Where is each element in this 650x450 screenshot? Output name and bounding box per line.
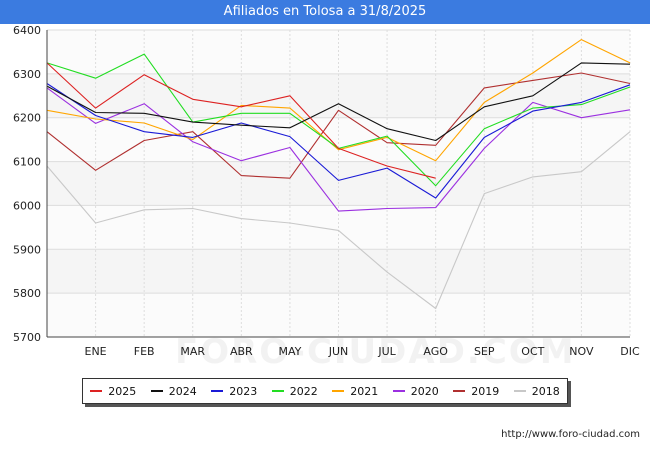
x-tick-label: ABR [230, 345, 253, 358]
legend: 2025 2024 2023 2022 2021 2020 2019 2018 [82, 378, 568, 404]
y-tick-label: 6100 [13, 156, 41, 169]
legend-label: 2022 [289, 384, 318, 398]
y-tick-label: 5900 [13, 243, 41, 256]
legend-swatch [392, 390, 405, 392]
legend-swatch [453, 390, 466, 392]
series-line-2020 [46, 87, 631, 212]
x-tick-label: NOV [569, 345, 594, 358]
y-tick-label: 6000 [13, 199, 41, 212]
axes: 5700 5800 5900 6000 6100 6200 6300 6400 ENE FEB MA… [13, 24, 640, 358]
x-tick-label: SEP [474, 345, 495, 358]
legend-swatch [332, 390, 345, 392]
legend-label: 2020 [410, 384, 439, 398]
series-line-2018 [46, 131, 631, 310]
y-tick-label: 6400 [13, 24, 41, 37]
watermark: FORO-CIUDAD.COM [175, 332, 576, 372]
legend-swatch [513, 390, 526, 392]
line-chart: 5700 5800 5900 6000 6100 6200 6300 6400 ENE FEB MA… [13, 24, 640, 358]
footer-url: http://www.foro-ciudad.com [501, 429, 640, 440]
series-line-2024 [46, 62, 631, 142]
series-line-2019 [46, 72, 631, 179]
legend-item-2023: 2023 [211, 385, 257, 398]
x-tick-label: FEB [134, 345, 155, 358]
chart-title: Afiliados en Tolosa a 31/8/2025 [0, 0, 650, 24]
y-tick-label: 6200 [13, 112, 41, 125]
grid [46, 29, 631, 338]
legend-label: 2019 [471, 384, 500, 398]
series-line-2025 [46, 62, 436, 179]
y-tick-label: 5800 [13, 287, 41, 300]
series-line-2023 [46, 83, 631, 199]
legend-item-2019: 2019 [453, 385, 499, 398]
x-tick-label: MAY [278, 345, 301, 358]
legend-label: 2018 [531, 384, 560, 398]
legend-label: 2025 [108, 384, 137, 398]
x-tick-label: JUN [328, 345, 349, 358]
legend-swatch [271, 390, 284, 392]
legend-swatch [150, 390, 163, 392]
x-tick-label: OCT [521, 345, 544, 358]
y-tick-label: 5700 [13, 331, 41, 344]
x-tick-label: ENE [85, 345, 107, 358]
legend-label: 2024 [168, 384, 197, 398]
legend-label: 2021 [350, 384, 379, 398]
legend-item-2022: 2022 [271, 384, 318, 398]
series-lines [46, 39, 631, 310]
legend-item-2025: 2025 [90, 385, 136, 398]
legend-item-2021: 2021 [332, 385, 378, 398]
x-tick-label: MAR [180, 345, 205, 358]
legend-item-2024: 2024 [150, 384, 197, 398]
legend-item-2018: 2018 [513, 384, 560, 398]
legend-label: 2023 [229, 384, 258, 398]
legend-swatch [211, 390, 224, 392]
legend-swatch [90, 390, 103, 392]
x-tick-label: AGO [423, 345, 448, 358]
y-tick-label: 6300 [13, 68, 41, 81]
x-tick-label: JUL [377, 345, 396, 358]
series-line-2021 [46, 39, 631, 162]
legend-item-2020: 2020 [392, 384, 439, 398]
x-tick-label: DIC [620, 345, 640, 358]
